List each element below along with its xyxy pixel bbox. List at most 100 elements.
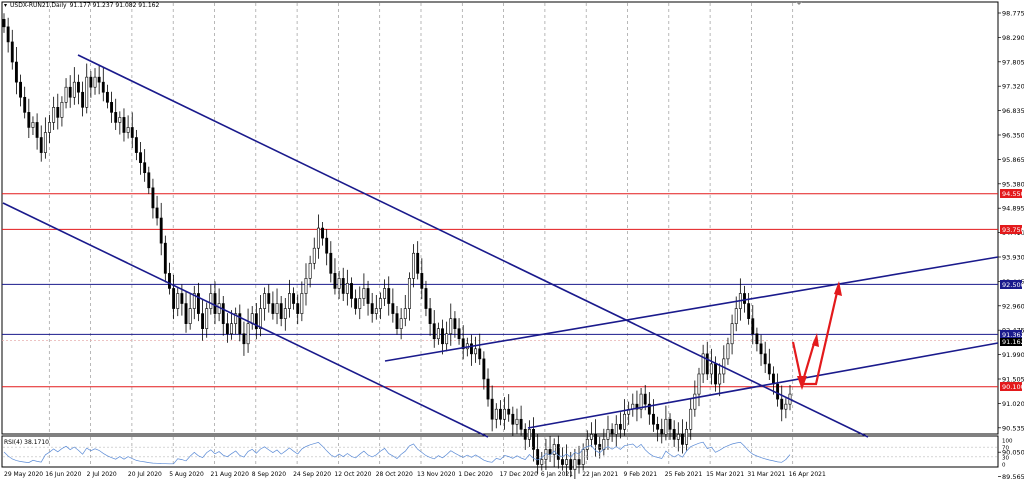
candle-bull <box>399 318 403 329</box>
candle-bear <box>143 162 147 174</box>
candle-bear <box>751 318 755 335</box>
x-tick-label: 16 Apr 2021 <box>789 471 826 478</box>
candle-bear <box>461 338 465 350</box>
forecast-arrow-mid[interactable] <box>800 339 817 385</box>
candle-bear <box>6 26 10 43</box>
candle-bear <box>511 413 515 425</box>
rsi-pane-frame <box>1 435 999 468</box>
tag-92-50-box <box>1000 280 1022 289</box>
candle-bear <box>660 429 664 435</box>
candle-bear <box>267 293 271 304</box>
x-tick-label: 13 Nov 2020 <box>417 471 456 478</box>
tag-91-16-box <box>1000 338 1022 346</box>
chart-header: ▾ USDX-RUN21,Daily 91.177 91.237 91.082 91… <box>4 2 162 9</box>
forecast-arrows[interactable] <box>791 281 842 390</box>
candle-bull <box>527 429 531 440</box>
candle-bull <box>734 308 738 324</box>
candle-bear <box>705 353 709 375</box>
x-tick-label: 5 Aug 2020 <box>169 471 204 478</box>
candle-bull <box>304 278 308 294</box>
y-tick-label: 97.320 <box>1002 83 1024 91</box>
candle-bear <box>139 152 142 163</box>
candle-bull <box>192 293 196 309</box>
price-tags: 94.550 93.750 92.500 91.362 91.162 90.10… <box>1000 189 1024 391</box>
forecast-arrow-path[interactable] <box>791 287 840 386</box>
candle-bull <box>540 459 544 465</box>
candle-bear <box>350 283 353 299</box>
candle-bull <box>176 293 180 309</box>
rsi-header: RSI(4) 38.1710 <box>4 439 49 446</box>
candle-bear <box>470 343 473 355</box>
x-tick-label: 6 Jan 2021 <box>541 471 573 478</box>
candle-bear <box>772 373 775 385</box>
ohlc-label: 91.177 91.237 91.082 91.162 <box>69 2 160 9</box>
candle-bull <box>205 308 209 329</box>
candle-bear <box>498 408 502 420</box>
candle-bear <box>755 333 759 345</box>
candle-bull <box>585 439 589 450</box>
candle-bull <box>697 373 701 395</box>
scroll-marker-icon[interactable] <box>796 2 802 5</box>
candle-bear <box>643 393 647 405</box>
rising-channel-upper[interactable] <box>384 256 999 362</box>
candle-bear <box>114 112 118 123</box>
candle-bear <box>56 107 60 118</box>
candle-bear <box>196 293 200 314</box>
rsi-label: RSI(4) 38.1710 <box>4 439 49 446</box>
candle-bull <box>709 363 713 375</box>
y-tick-label: 98.775 <box>1002 10 1024 18</box>
channel-upper-trendline[interactable] <box>77 54 869 438</box>
candle-bear <box>759 343 763 355</box>
candle-bear <box>714 363 717 385</box>
candle-bear <box>321 227 324 239</box>
y-tick-label: 94.895 <box>1002 205 1024 213</box>
y-tick-label: 96.350 <box>1002 132 1024 140</box>
candle-bear <box>416 252 420 274</box>
candle-bull <box>362 288 366 299</box>
candle-bear <box>577 459 581 465</box>
y-tick-label: 91.020 <box>1002 400 1024 408</box>
candle-bull <box>374 308 378 314</box>
candle-bear <box>172 288 176 309</box>
x-tick-label: 24 Sep 2020 <box>293 471 331 478</box>
rising-channel-lower[interactable] <box>527 342 999 429</box>
candle-bull <box>72 81 76 98</box>
candle-bear <box>747 303 751 319</box>
x-tick-label: 17 Dec 2020 <box>500 471 539 478</box>
candle-bear <box>168 273 171 289</box>
candle-bull <box>283 308 287 319</box>
candle-bear <box>561 459 564 465</box>
x-tick-label: 2 Jul 2020 <box>87 471 117 478</box>
candle-bear <box>325 237 329 254</box>
candle-bear <box>441 328 444 345</box>
candle-bear <box>767 363 771 375</box>
rsi-scale-label: 30 <box>1002 455 1009 461</box>
trendlines[interactable] <box>2 54 999 438</box>
y-tick-label: 90.050 <box>1002 449 1024 457</box>
candle-bull <box>263 293 267 309</box>
candle-bear <box>478 348 482 360</box>
candle-bear <box>163 242 167 274</box>
candle-bear <box>279 303 283 319</box>
candle-bear <box>594 434 598 445</box>
candle-bear <box>271 303 275 314</box>
candle-bull <box>43 132 47 153</box>
candle-bear <box>151 187 155 209</box>
candle-bull <box>623 413 626 430</box>
rsi-scale-label: 0 <box>1002 463 1006 469</box>
candle-bear <box>213 293 217 314</box>
x-tick-label: 8 Sep 2020 <box>252 471 286 478</box>
candle-bear <box>370 303 374 314</box>
horizontal-levels[interactable] <box>2 193 998 388</box>
tag-91-16: 91.162 <box>1002 338 1024 346</box>
channel-lower-trendline[interactable] <box>2 202 489 438</box>
rsi-line <box>3 441 791 465</box>
candle-bull <box>614 423 618 435</box>
candle-bull <box>288 293 291 309</box>
y-tick-label: 97.805 <box>1002 58 1024 66</box>
x-tick-label: 21 Aug 2020 <box>211 471 250 478</box>
candle-bear <box>490 398 494 420</box>
candle-bear <box>105 91 109 103</box>
